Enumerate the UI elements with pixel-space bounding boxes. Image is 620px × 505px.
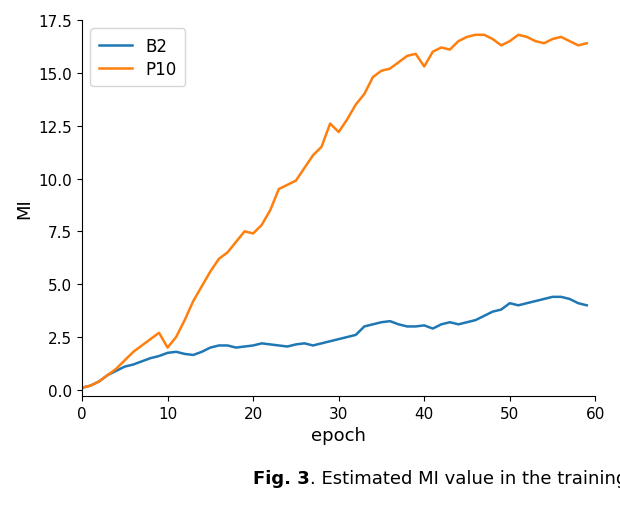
P10 xyxy=(164,345,171,351)
Text: Fig. 3: Fig. 3 xyxy=(253,469,310,487)
P10 xyxy=(395,60,402,66)
B2 xyxy=(224,343,231,349)
B2 xyxy=(241,344,248,350)
B2 xyxy=(164,350,171,356)
B2 xyxy=(549,294,556,300)
Line: P10: P10 xyxy=(82,36,587,388)
P10 xyxy=(472,33,479,39)
P10 xyxy=(78,385,86,391)
B2 xyxy=(249,343,257,349)
B2 xyxy=(395,322,402,328)
P10 xyxy=(241,229,248,235)
B2 xyxy=(206,345,214,351)
B2 xyxy=(78,385,86,391)
P10 xyxy=(249,231,257,237)
P10 xyxy=(206,269,214,275)
B2 xyxy=(583,302,590,309)
P10 xyxy=(224,250,231,256)
Line: B2: B2 xyxy=(82,297,587,388)
Y-axis label: MI: MI xyxy=(15,198,33,219)
P10 xyxy=(583,41,590,47)
Text: . Estimated MI value in the training process.: . Estimated MI value in the training pro… xyxy=(310,469,620,487)
Legend: B2, P10: B2, P10 xyxy=(91,29,185,87)
X-axis label: epoch: epoch xyxy=(311,427,366,444)
